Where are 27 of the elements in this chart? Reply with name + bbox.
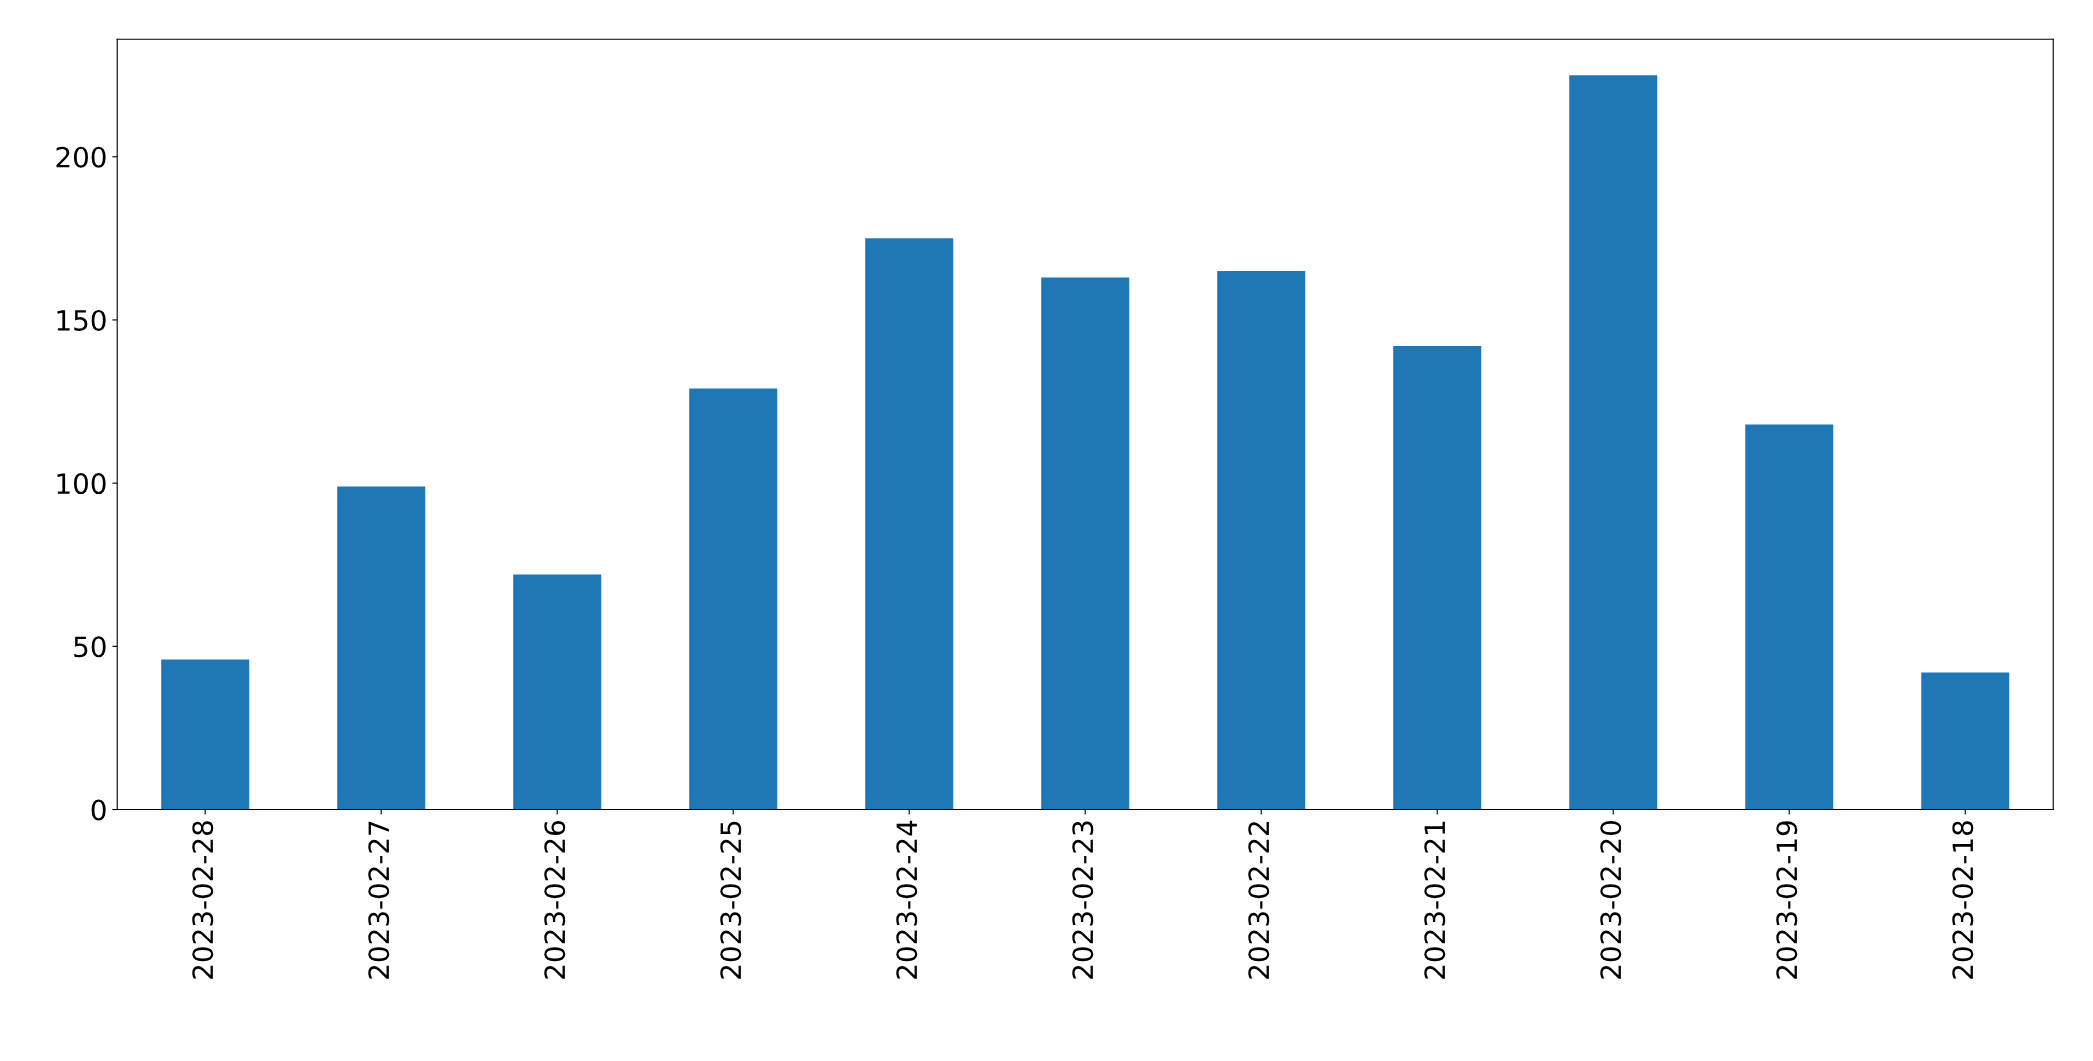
bar <box>689 388 778 810</box>
bar <box>337 486 426 810</box>
bar <box>865 238 954 810</box>
bar <box>1745 424 1834 810</box>
x-tick-label: 2023-02-22 <box>1248 822 1270 979</box>
x-tick-label: 2023-02-21 <box>1424 821 1446 979</box>
x-tick-label: 2023-02-26 <box>544 821 566 979</box>
bar <box>1041 277 1130 810</box>
y-tick-label: 100 <box>57 473 106 495</box>
bar <box>161 659 250 810</box>
bar <box>1569 75 1658 810</box>
y-tick-label: 200 <box>56 146 106 168</box>
x-tick-label: 2023-02-23 <box>1072 821 1094 979</box>
bar <box>1217 271 1306 810</box>
bar <box>1921 672 2010 810</box>
x-tick-label: 2023-02-25 <box>720 821 742 979</box>
bar <box>1393 346 1482 810</box>
x-tick-label: 2023-02-19 <box>1776 821 1798 979</box>
x-tick-label: 2023-02-27 <box>368 821 390 979</box>
x-tick-label: 2023-02-18 <box>1952 821 1974 979</box>
x-tick-label: 2023-02-20 <box>1600 821 1622 979</box>
y-tick-label: 50 <box>74 636 106 658</box>
y-tick-label: 0 <box>91 799 106 821</box>
x-tick-label: 2023-02-28 <box>192 821 214 979</box>
y-tick-label: 150 <box>57 309 106 331</box>
bar <box>513 574 602 810</box>
x-tick-label: 2023-02-24 <box>896 820 918 979</box>
